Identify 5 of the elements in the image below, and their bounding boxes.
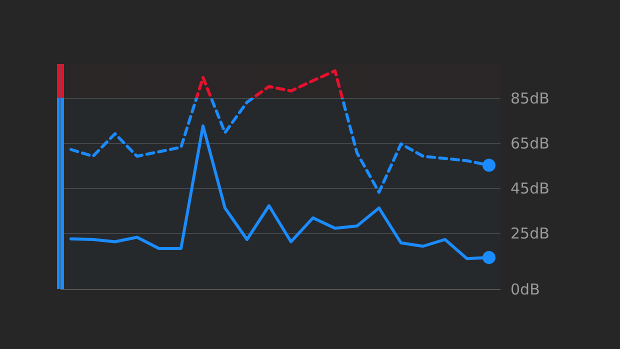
y-tick-label: 45dB [510, 179, 550, 198]
y-tick-label: 85dB [510, 89, 550, 108]
y-tick-label: 25dB [510, 224, 550, 242]
y-tick-label: 65dB [510, 134, 550, 152]
y-tick-label: 0dB [510, 280, 540, 298]
